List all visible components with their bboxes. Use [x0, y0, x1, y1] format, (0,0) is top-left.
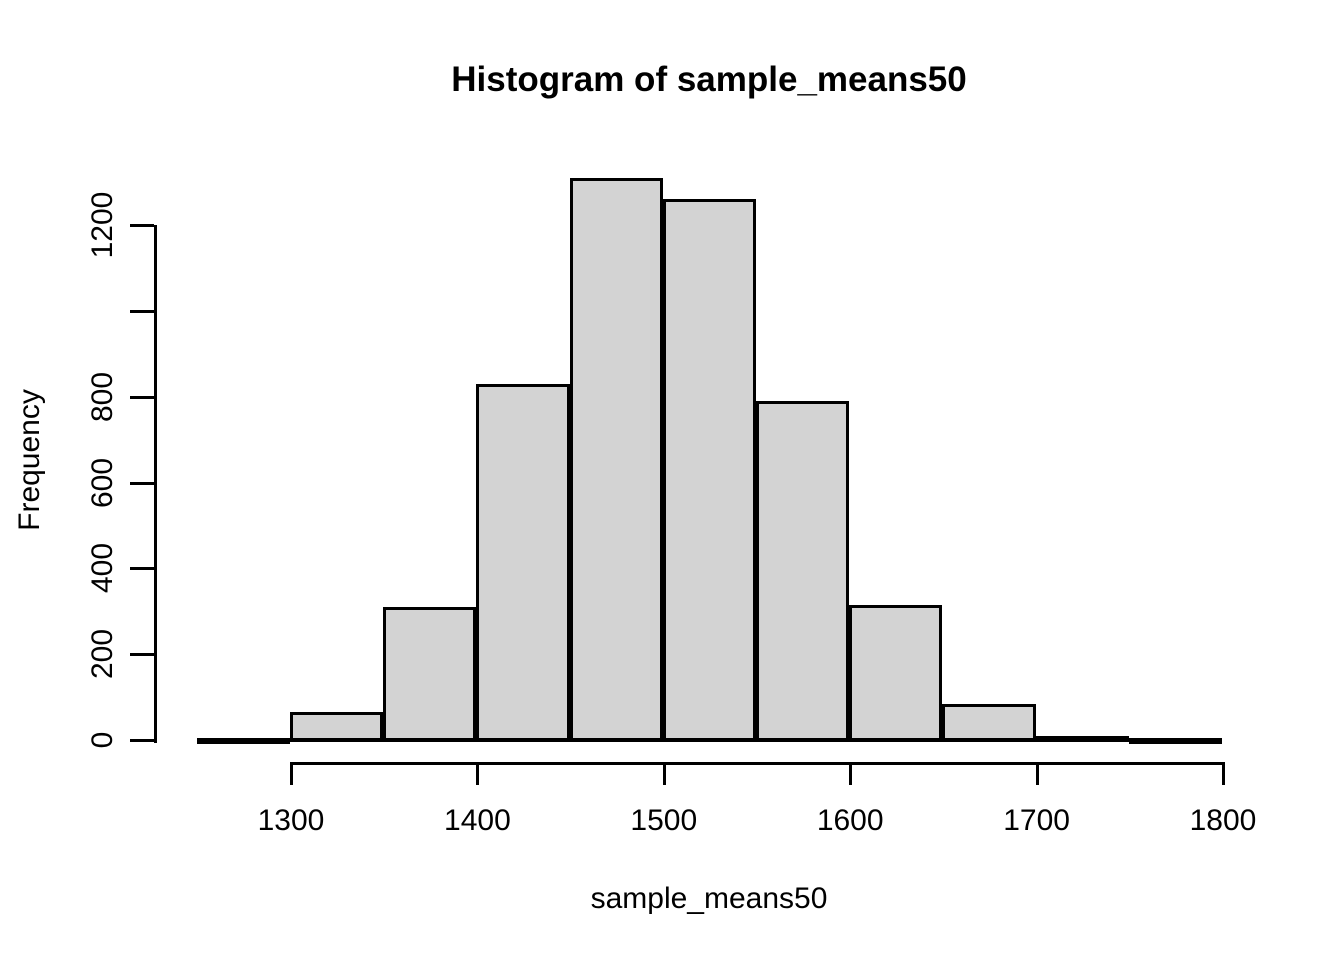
histogram-bar: [756, 401, 850, 741]
y-tick-label: 0: [86, 731, 119, 749]
histogram-bar: [849, 604, 943, 741]
chart-title: Histogram of sample_means50: [451, 60, 967, 99]
y-tick-label: 400: [86, 543, 119, 594]
x-tick-label: 1300: [257, 804, 325, 837]
x-tick: [1035, 762, 1039, 785]
x-tick-label: 1700: [1003, 804, 1070, 837]
x-tick-label: 1500: [630, 804, 698, 837]
x-tick: [662, 762, 666, 785]
y-tick: [130, 309, 154, 313]
y-tick: [130, 739, 154, 742]
x-tick: [476, 762, 480, 785]
zero-baseline: [196, 738, 1222, 742]
y-tick-label: 800: [86, 371, 119, 422]
histogram-bar: [569, 177, 663, 741]
x-tick: [1222, 762, 1225, 785]
y-tick: [130, 481, 154, 485]
y-tick-label: 200: [86, 629, 119, 680]
histogram-bar: [476, 383, 570, 741]
histogram-bar: [290, 712, 384, 741]
x-tick-label: 1600: [816, 804, 884, 837]
histogram-bar: [942, 703, 1036, 741]
x-tick-label: 1400: [444, 804, 511, 837]
x-tick: [849, 762, 853, 785]
x-axis-line: [290, 762, 1225, 765]
x-axis-label: sample_means50: [590, 882, 828, 915]
y-tick-label: 600: [86, 457, 119, 508]
y-axis-label: Frequency: [13, 389, 46, 531]
y-tick: [130, 395, 154, 399]
y-tick: [130, 567, 154, 571]
histogram-bar: [383, 607, 477, 741]
y-axis-line: [154, 225, 157, 743]
x-tick: [290, 762, 293, 785]
y-tick: [130, 224, 154, 227]
y-tick-label: 1200: [86, 191, 119, 259]
y-tick: [130, 653, 154, 657]
histogram-bar: [662, 199, 756, 742]
x-tick-label: 1800: [1189, 804, 1257, 837]
